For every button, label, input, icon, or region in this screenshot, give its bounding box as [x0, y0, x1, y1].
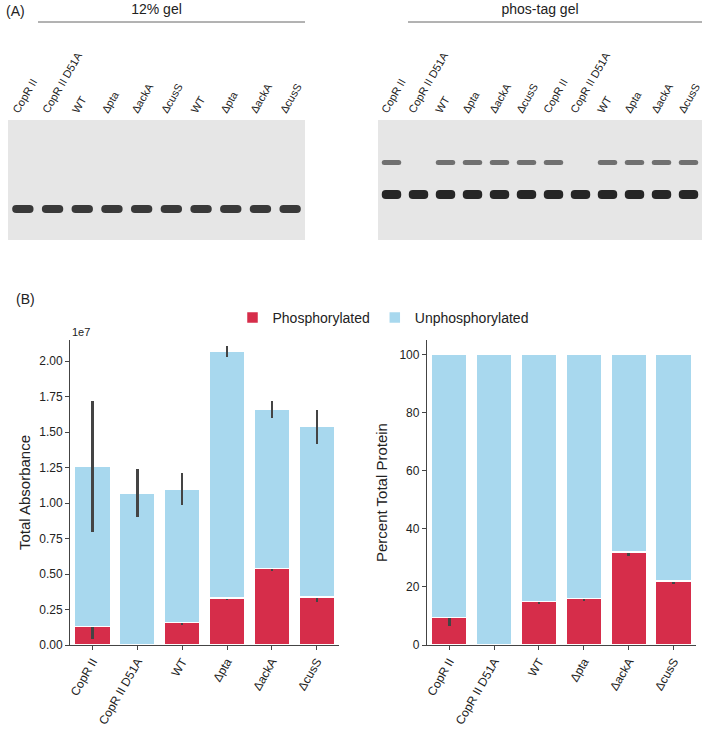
svg-text:1.50: 1.50: [39, 425, 63, 439]
svg-text:80: 80: [406, 406, 420, 420]
svg-text:ΔcusS: ΔcusS: [295, 656, 324, 693]
svg-text:CopR II: CopR II: [379, 77, 408, 115]
svg-text:Unphosphorylated: Unphosphorylated: [415, 310, 529, 326]
svg-text:0.75: 0.75: [39, 532, 63, 546]
svg-text:WT: WT: [169, 655, 191, 679]
svg-text:CopR II: CopR II: [425, 656, 457, 698]
svg-text:ΔcusS: ΔcusS: [652, 656, 681, 693]
svg-text:60: 60: [406, 464, 420, 478]
svg-text:20: 20: [406, 580, 420, 594]
svg-text:phos-tag gel: phos-tag gel: [501, 1, 578, 17]
svg-text:ΔackA: ΔackA: [607, 656, 636, 693]
svg-text:WT: WT: [188, 94, 207, 115]
svg-text:0.00: 0.00: [39, 638, 63, 652]
svg-text:ΔcusS: ΔcusS: [676, 81, 702, 115]
svg-text:100: 100: [399, 348, 419, 362]
svg-text:0: 0: [413, 638, 420, 652]
svg-text:1.25: 1.25: [39, 461, 63, 475]
svg-text:Δpta: Δpta: [99, 89, 121, 115]
svg-text:ΔcusS: ΔcusS: [277, 81, 303, 115]
svg-text:CopR II D51A: CopR II D51A: [405, 50, 451, 115]
svg-text:2.00: 2.00: [39, 354, 63, 368]
svg-text:Percent Total Protein: Percent Total Protein: [373, 423, 390, 562]
svg-text:WT: WT: [595, 94, 614, 115]
svg-text:Δpta: Δpta: [218, 89, 240, 115]
svg-text:CopR II: CopR II: [10, 77, 39, 115]
svg-text:Δpta: Δpta: [567, 656, 592, 685]
svg-text:Phosphorylated: Phosphorylated: [273, 310, 370, 326]
svg-text:CopR II: CopR II: [541, 77, 570, 115]
svg-text:(B): (B): [16, 291, 35, 307]
svg-text:WT: WT: [525, 655, 547, 679]
svg-text:CopR II D51A: CopR II D51A: [39, 50, 85, 115]
svg-text:1.75: 1.75: [39, 390, 63, 404]
svg-text:CopR II D51A: CopR II D51A: [96, 656, 145, 727]
svg-text:40: 40: [406, 522, 420, 536]
svg-text:ΔackA: ΔackA: [649, 81, 676, 115]
svg-text:1.00: 1.00: [39, 496, 63, 510]
svg-text:CopR II: CopR II: [68, 656, 100, 698]
svg-text:ΔackA: ΔackA: [248, 81, 275, 115]
svg-text:Δpta: Δpta: [210, 656, 235, 685]
svg-text:ΔcusS: ΔcusS: [159, 81, 185, 115]
svg-text:ΔackA: ΔackA: [487, 81, 514, 115]
svg-text:Δpta: Δpta: [622, 89, 644, 115]
svg-text:1e7: 1e7: [72, 326, 90, 338]
svg-text:CopR II D51A: CopR II D51A: [453, 656, 502, 727]
svg-text:ΔcusS: ΔcusS: [514, 81, 540, 115]
svg-text:CopR II D51A: CopR II D51A: [567, 50, 613, 115]
svg-text:ΔackA: ΔackA: [129, 81, 156, 115]
svg-text:12% gel: 12% gel: [131, 1, 182, 17]
svg-text:0.25: 0.25: [39, 603, 63, 617]
svg-text:WT: WT: [70, 94, 89, 115]
svg-text:Δpta: Δpta: [460, 89, 482, 115]
svg-text:(A): (A): [6, 3, 25, 19]
svg-text:0.50: 0.50: [39, 567, 63, 581]
svg-text:WT: WT: [433, 94, 452, 115]
svg-text:Total Absorbance: Total Absorbance: [16, 435, 33, 550]
svg-text:ΔackA: ΔackA: [250, 656, 279, 693]
